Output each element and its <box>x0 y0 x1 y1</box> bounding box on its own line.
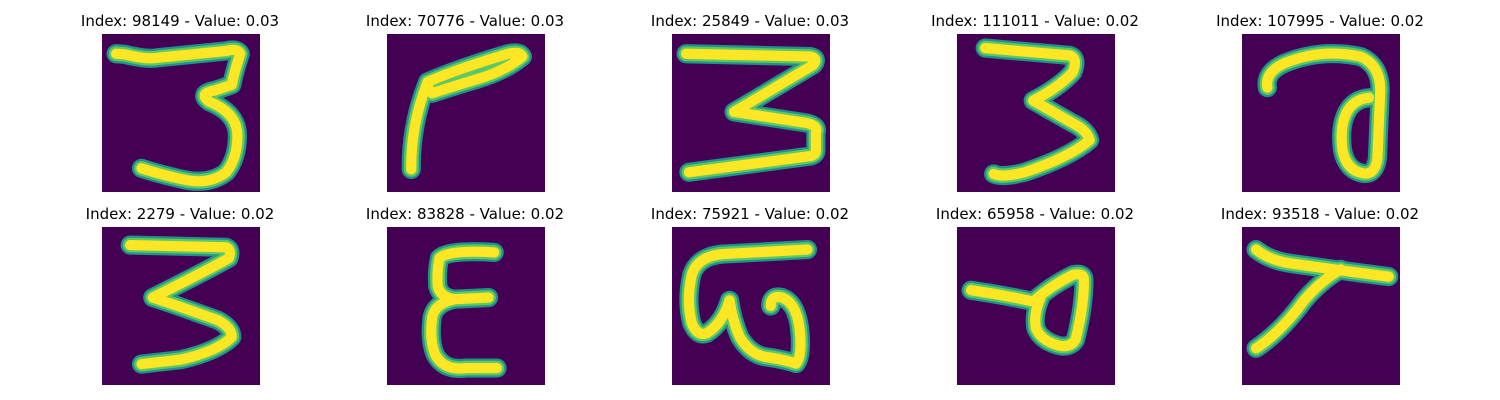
digit-image <box>1242 34 1400 192</box>
panel-3: Index: 25849 - Value: 0.03 <box>630 10 870 200</box>
panel-4: Index: 111011 - Value: 0.02 <box>915 10 1155 200</box>
panel-title: Index: 98149 - Value: 0.03 <box>80 12 280 30</box>
panel-10: Index: 93518 - Value: 0.02 <box>1200 203 1440 393</box>
panel-9: Index: 65958 - Value: 0.02 <box>915 203 1155 393</box>
panel-8: Index: 75921 - Value: 0.02 <box>630 203 870 393</box>
panel-7: Index: 83828 - Value: 0.02 <box>345 203 585 393</box>
panel-2: Index: 70776 - Value: 0.03 <box>345 10 585 200</box>
digit-image <box>102 34 260 192</box>
panel-title: Index: 111011 - Value: 0.02 <box>931 12 1139 30</box>
digit-image <box>672 34 830 192</box>
panel-title: Index: 70776 - Value: 0.03 <box>365 12 565 30</box>
panel-title: Index: 65958 - Value: 0.02 <box>935 205 1135 223</box>
digit-image <box>102 227 260 385</box>
panel-5: Index: 107995 - Value: 0.02 <box>1200 10 1440 200</box>
digit-image <box>387 227 545 385</box>
digit-image <box>672 227 830 385</box>
digit-image <box>957 34 1115 192</box>
panel-title: Index: 25849 - Value: 0.03 <box>650 12 850 30</box>
digit-image <box>957 227 1115 385</box>
digit-image <box>387 34 545 192</box>
panel-title: Index: 93518 - Value: 0.02 <box>1220 205 1420 223</box>
panel-title: Index: 83828 - Value: 0.02 <box>365 205 565 223</box>
digit-image <box>1242 227 1400 385</box>
panel-6: Index: 2279 - Value: 0.02 <box>60 203 300 393</box>
panel-1: Index: 98149 - Value: 0.03 <box>60 10 300 200</box>
panel-title: Index: 107995 - Value: 0.02 <box>1216 12 1424 30</box>
panel-title: Index: 75921 - Value: 0.02 <box>650 205 850 223</box>
panel-title: Index: 2279 - Value: 0.02 <box>85 205 275 223</box>
